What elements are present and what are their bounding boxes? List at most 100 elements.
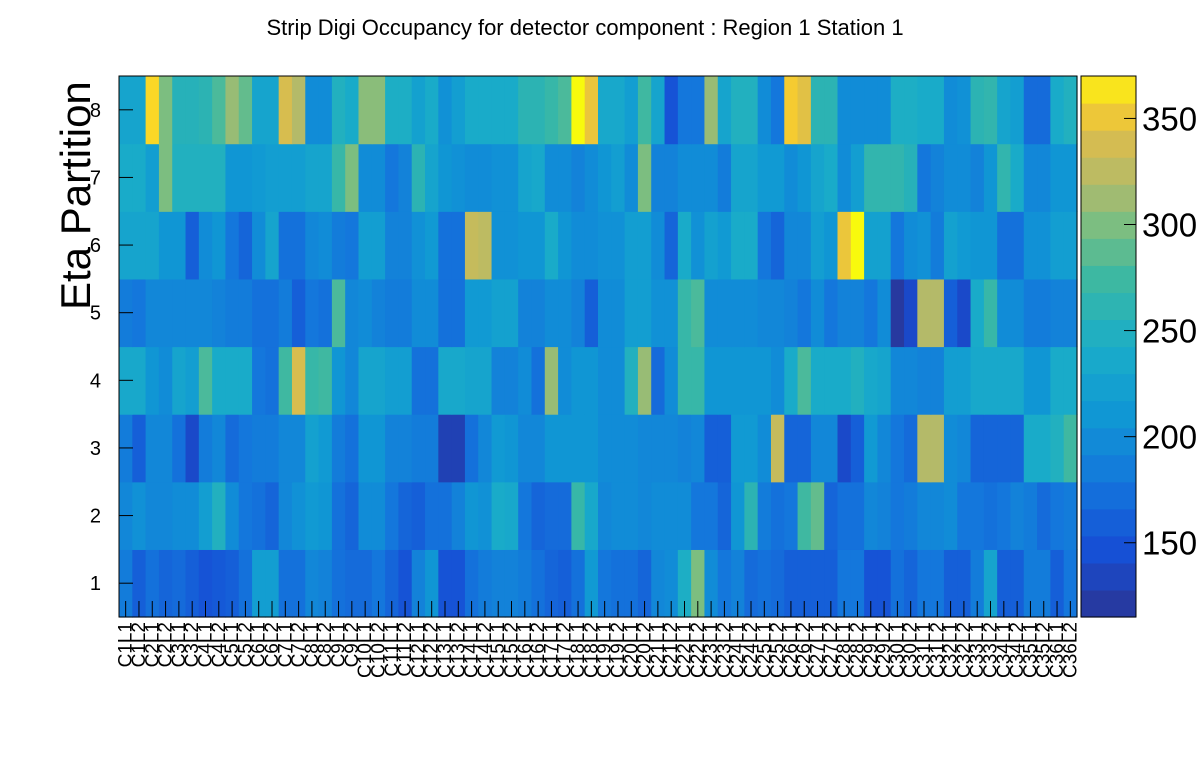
heatmap-cell xyxy=(198,143,213,212)
heatmap-cell xyxy=(810,549,825,618)
heatmap-cell xyxy=(904,278,918,348)
heatmap-cell xyxy=(837,278,852,348)
heatmap-cell xyxy=(917,549,932,618)
heatmap-cell xyxy=(398,143,413,212)
heatmap-cell xyxy=(212,481,227,550)
heatmap-cell xyxy=(318,549,333,618)
heatmap-cell xyxy=(824,549,839,618)
heatmap-cell xyxy=(558,549,572,618)
heatmap-cell xyxy=(864,211,879,280)
heatmap-cell xyxy=(997,346,1012,415)
heatmap-cell xyxy=(624,549,639,618)
heatmap-cell xyxy=(238,549,253,618)
heatmap-cell xyxy=(504,278,519,348)
y-axis-ticks: 1 2 3 4 5 6 7 8 xyxy=(90,100,133,595)
heatmap-cell xyxy=(864,278,879,348)
heatmap-cell xyxy=(770,211,785,280)
heatmap-cell xyxy=(637,346,652,415)
heatmap-cell xyxy=(1023,346,1038,415)
palette-band xyxy=(1081,184,1136,212)
heatmap-cell xyxy=(518,76,533,145)
heatmap-cell xyxy=(637,278,652,348)
x-tick-label: C28L2 xyxy=(847,622,868,678)
heatmap-cell xyxy=(571,481,586,550)
heatmap-cell xyxy=(358,481,373,550)
heatmap-cell xyxy=(531,481,546,550)
heatmap-cell xyxy=(850,414,865,483)
palette-band xyxy=(1081,400,1136,429)
heatmap-cell xyxy=(784,76,799,145)
heatmap-cell xyxy=(584,211,599,280)
heatmap-cell xyxy=(318,346,333,415)
palette-band xyxy=(1081,589,1136,618)
heatmap-cell xyxy=(850,549,865,618)
x-tick-label: C27L1 xyxy=(808,622,829,678)
heatmap-cell xyxy=(145,143,160,212)
heatmap-cell xyxy=(1050,278,1065,348)
heatmap-cell xyxy=(824,278,839,348)
palette-band xyxy=(1081,481,1136,510)
heatmap-cell xyxy=(864,414,879,483)
heatmap-cell xyxy=(731,278,745,348)
heatmap-cell xyxy=(345,346,360,415)
heatmap-cell xyxy=(744,211,759,280)
x-tick-label: C11L1 xyxy=(382,622,403,677)
heatmap-cell xyxy=(252,143,266,212)
heatmap-cell xyxy=(518,549,533,618)
heatmap-cell xyxy=(877,278,892,348)
heatmap-cell xyxy=(451,278,466,348)
heatmap-cell xyxy=(637,414,652,483)
heatmap-cell xyxy=(238,76,253,145)
heatmap-cell xyxy=(837,211,852,280)
heatmap-cell xyxy=(331,414,346,483)
color-scale-palette xyxy=(1080,75,1137,618)
heatmap-cell xyxy=(598,278,612,348)
heatmap-cells xyxy=(119,76,1078,618)
heatmap-cell xyxy=(451,414,466,483)
palette-band xyxy=(1081,76,1136,104)
heatmap-cell xyxy=(997,211,1012,280)
x-tick-label: C26L1 xyxy=(781,622,802,678)
heatmap-cell xyxy=(797,549,812,618)
heatmap-cell xyxy=(877,211,892,280)
x-tick-label: C8L1 xyxy=(302,622,323,667)
x-tick-label: C19L2 xyxy=(608,622,629,678)
heatmap-cell xyxy=(744,414,759,483)
heatmap-cell xyxy=(291,549,306,618)
x-tick-label: C35L1 xyxy=(1020,622,1041,678)
heatmap-cell xyxy=(464,143,479,212)
x-tick-label: C23L1 xyxy=(701,622,722,678)
heatmap-cell xyxy=(345,549,360,618)
heatmap-cell xyxy=(464,481,479,550)
heatmap-cell xyxy=(957,278,972,348)
heatmap-cell xyxy=(731,143,745,212)
heatmap-cell xyxy=(478,414,493,483)
heatmap-cell xyxy=(278,76,293,145)
heatmap-cell xyxy=(185,76,200,145)
heatmap-cell xyxy=(943,278,958,348)
heatmap-cell xyxy=(1063,346,1078,415)
heatmap-cell xyxy=(664,549,679,618)
heatmap-cell xyxy=(464,549,479,618)
heatmap-cell xyxy=(1010,76,1025,145)
heatmap-cell xyxy=(677,414,692,483)
heatmap-cell xyxy=(957,549,972,618)
heatmap-cell xyxy=(318,211,333,280)
heatmap-cell xyxy=(198,346,213,415)
heatmap-cell xyxy=(398,278,413,348)
heatmap-cell xyxy=(331,76,346,145)
heatmap-cell xyxy=(305,76,320,145)
heatmap-cell xyxy=(1023,481,1038,550)
palette-band xyxy=(1081,508,1136,537)
heatmap-cell xyxy=(1037,481,1051,550)
x-axis-ticks: C1L1C1L2C2L1C2L2C3L1C3L2C4L1C4L2C5L1C5L2… xyxy=(116,601,1081,678)
heatmap-cell xyxy=(1050,211,1065,280)
heatmap-cell xyxy=(1010,414,1025,483)
heatmap-cell xyxy=(677,211,692,280)
heatmap-cell xyxy=(810,76,825,145)
heatmap-cell xyxy=(504,549,519,618)
heatmap-cell xyxy=(877,143,892,212)
heatmap-cell xyxy=(238,414,253,483)
heatmap-cell xyxy=(438,76,453,145)
heatmap-cell xyxy=(917,278,932,348)
